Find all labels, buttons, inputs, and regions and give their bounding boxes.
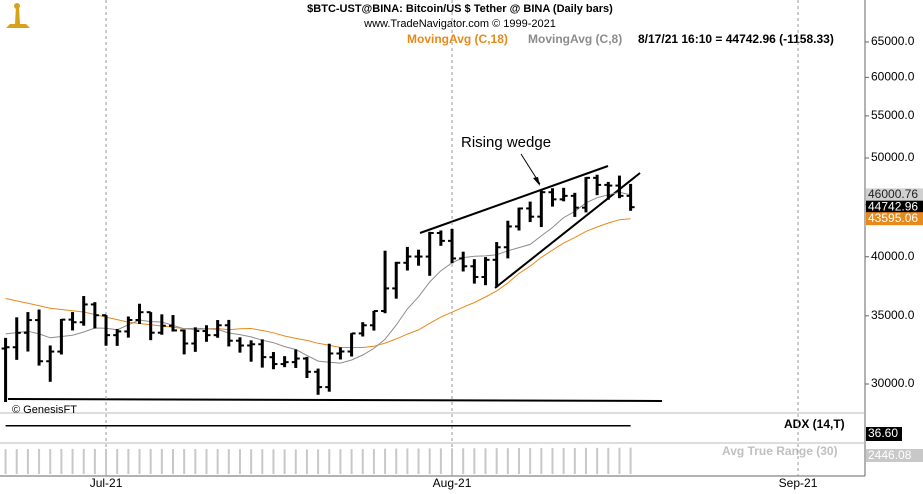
- wedge-lower: [494, 172, 641, 289]
- atr-bar: [451, 448, 454, 474]
- credit: © GenesisFT: [12, 404, 77, 416]
- x-tick-label: Aug-21: [433, 476, 472, 490]
- atr-bar: [194, 449, 197, 474]
- atr-bar: [71, 448, 74, 474]
- atr-bar: [272, 449, 275, 474]
- atr-bar: [250, 449, 253, 474]
- arrow-head: [533, 177, 540, 186]
- atr-bar: [105, 448, 108, 474]
- atr-bar: [406, 448, 409, 474]
- moving-average: [5, 191, 631, 364]
- chart-subtitle: www.TradeNavigator.com © 1999-2021: [363, 18, 556, 30]
- x-tick-label: Sep-21: [779, 476, 818, 490]
- value-box-label: 44742.96: [868, 199, 918, 213]
- atr-bar: [417, 448, 420, 474]
- atr-bar: [49, 449, 52, 474]
- atr-bar: [339, 449, 342, 474]
- atr-bar: [529, 448, 532, 474]
- atr-bar: [138, 448, 141, 474]
- moving-average: [5, 218, 631, 348]
- atr-bar: [540, 447, 543, 474]
- y-tick-label: 40000.0: [871, 249, 915, 263]
- atr-bar: [116, 449, 119, 474]
- atr-bar: [305, 449, 308, 474]
- atr-bar: [484, 448, 487, 474]
- atr-bar: [205, 449, 208, 474]
- atr-value-box: [866, 449, 923, 462]
- atr-label: Avg True Range (30): [722, 444, 838, 458]
- atr-bar: [596, 447, 599, 474]
- atr-bar: [328, 449, 331, 474]
- legend-entry: MovingAvg (C,8): [528, 32, 622, 46]
- atr-bar: [439, 448, 442, 474]
- annotation: Rising wedge: [461, 134, 551, 151]
- logo: [6, 3, 30, 28]
- atr-bar: [473, 448, 476, 474]
- adx-label: ADX (14,T): [784, 417, 845, 431]
- atr-bar: [317, 449, 320, 474]
- atr-bar: [395, 448, 398, 474]
- atr-bar: [172, 449, 174, 474]
- atr-bar: [283, 449, 286, 474]
- value-box: [866, 212, 923, 226]
- value-box: [866, 200, 923, 214]
- atr-bar: [518, 448, 520, 474]
- atr-bar: [629, 447, 632, 474]
- atr-bar: [26, 449, 29, 474]
- atr-bar: [495, 448, 498, 474]
- x-tick-label: Jul-21: [90, 476, 123, 490]
- atr-bar: [573, 447, 576, 474]
- atr-bar: [350, 449, 353, 474]
- atr-bar: [361, 449, 364, 474]
- atr-bar: [149, 448, 152, 474]
- value-box-label: 43595.06: [868, 211, 918, 225]
- atr-bar: [82, 448, 85, 474]
- atr-bar: [384, 448, 387, 474]
- y-tick-label: 55000.0: [871, 108, 915, 122]
- atr-bar: [160, 449, 163, 474]
- atr-bar: [372, 449, 375, 474]
- atr-bar: [60, 448, 63, 474]
- y-tick-label: 60000.0: [871, 70, 915, 84]
- adx-value-box: [866, 427, 902, 441]
- wedge-upper: [419, 165, 609, 234]
- atr-bar: [618, 447, 621, 474]
- support-line: [7, 398, 663, 402]
- atr-value: 2446.08: [868, 448, 912, 462]
- atr-bar: [551, 447, 554, 474]
- legend-entry: MovingAvg (C,18): [407, 32, 508, 46]
- status: 8/17/21 16:10 = 44742.96 (-1158.33): [638, 32, 834, 46]
- atr-bar: [294, 449, 297, 474]
- atr-bar: [183, 449, 186, 474]
- y-tick-label: 35000.0: [871, 308, 915, 322]
- chart-title: $BTC-UST@BINA: Bitcoin/US $ Tether @ BIN…: [307, 3, 613, 15]
- atr-bar: [462, 448, 465, 474]
- atr-bar: [227, 449, 230, 474]
- y-tick-label: 65000.0: [871, 34, 915, 48]
- value-box-label: 46000.76: [868, 187, 918, 201]
- atr-bar: [562, 447, 565, 474]
- adx-value: 36.60: [868, 426, 898, 440]
- y-tick-label: 50000.0: [871, 150, 915, 164]
- atr-bar: [607, 447, 610, 474]
- atr-bar: [506, 448, 509, 474]
- atr-bar: [38, 448, 41, 474]
- atr-bar: [93, 448, 96, 474]
- y-tick-label: 30000.0: [871, 376, 915, 390]
- value-box: [866, 188, 923, 202]
- atr-bar: [4, 449, 7, 474]
- atr-bar: [584, 447, 587, 474]
- atr-bar: [238, 449, 241, 474]
- atr-bar: [15, 449, 18, 474]
- atr-bar: [261, 449, 264, 474]
- atr-bar: [428, 448, 431, 474]
- atr-bar: [216, 449, 219, 474]
- atr-bar: [127, 449, 130, 474]
